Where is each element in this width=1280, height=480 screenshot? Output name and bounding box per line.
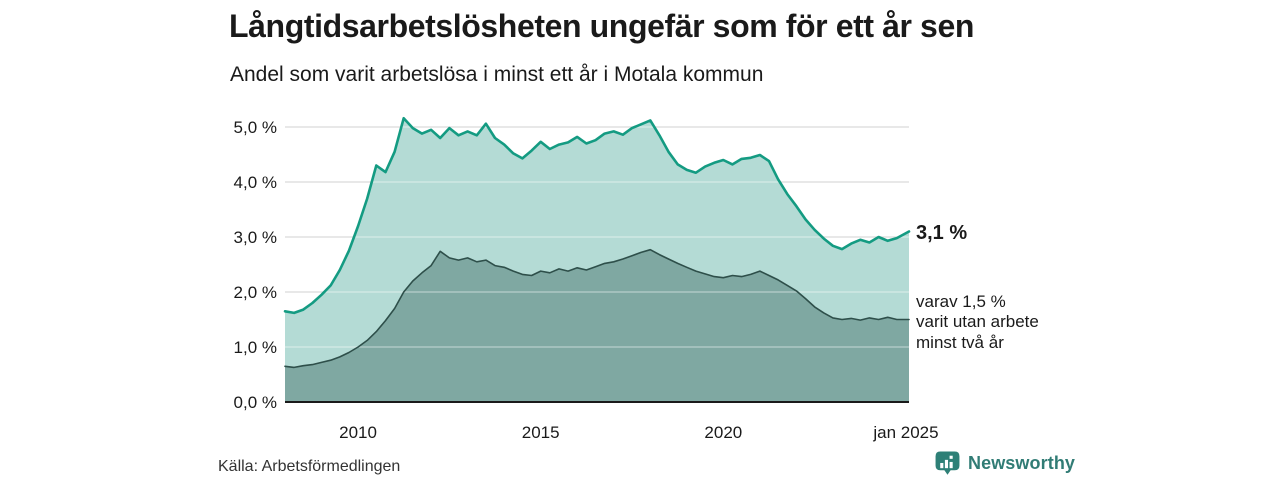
y-tick-label: 1,0 %: [234, 338, 277, 357]
area-unemployed-two-years: [285, 249, 909, 402]
newsworthy-logo[interactable]: Newsworthy: [934, 449, 1075, 477]
source-label: Källa: Arbetsförmedlingen: [218, 458, 401, 475]
bar-chart-badge-icon: [935, 451, 960, 475]
line-unemployed-two-years: [284, 248, 910, 369]
x-tick-label: 2015: [522, 423, 560, 442]
secondary-annotation: varav 1,5 % varit utan arbete minst två …: [916, 292, 1039, 353]
secondary-annotation-line: varit utan arbete: [916, 312, 1039, 332]
secondary-annotation-line: varav 1,5 %: [916, 292, 1006, 311]
brand-name: Newsworthy: [968, 452, 1076, 473]
y-tick-label: 0,0 %: [234, 393, 277, 412]
x-tick-label: jan 2025: [872, 423, 938, 442]
x-tick-label: 2010: [339, 423, 377, 442]
chart-subtitle: Andel som varit arbetslösa i minst ett å…: [230, 63, 764, 86]
chart-title: Långtidsarbetslösheten ungefär som för e…: [229, 8, 974, 44]
y-tick-label: 3,0 %: [234, 228, 277, 247]
y-tick-label: 5,0 %: [234, 118, 277, 137]
secondary-annotation-line: minst två år: [916, 332, 1004, 352]
y-tick-label: 2,0 %: [234, 283, 277, 302]
x-tick-label: 2020: [704, 423, 742, 442]
y-tick-label: 4,0 %: [234, 173, 277, 192]
line-unemployed-one-year: [283, 116, 911, 315]
latest-value-label: 3,1 %: [916, 222, 968, 244]
